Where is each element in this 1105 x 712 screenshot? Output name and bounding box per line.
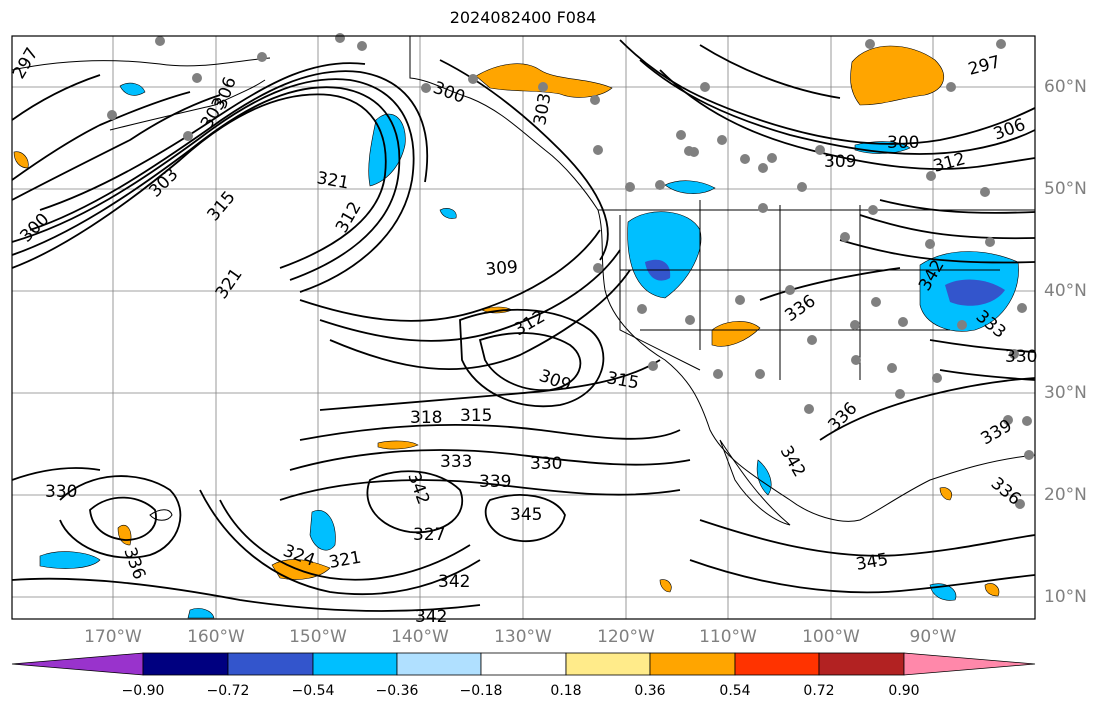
colorbar-tick: −0.72 (206, 683, 250, 699)
lat-label: 20°N (1044, 485, 1087, 505)
lon-label: 90°W (909, 627, 957, 647)
colorbar-segment (734, 652, 820, 676)
contour-label: 330 (530, 454, 562, 474)
lon-label: 120°W (597, 627, 655, 647)
colorbar-segment (312, 652, 398, 676)
colorbar-segment (396, 652, 482, 676)
map-frame (11, 35, 1036, 620)
colorbar-tick: 0.90 (888, 683, 920, 699)
contour-label: 300 (887, 133, 919, 153)
colorbar-tick: 0.54 (719, 683, 751, 699)
lon-label: 150°W (289, 627, 347, 647)
colorbar-tick: −0.90 (121, 683, 165, 699)
colorbar-segment (649, 652, 736, 676)
lat-label: 50°N (1044, 179, 1087, 199)
colorbar-tick: −0.18 (459, 683, 503, 699)
contour-label: 342 (438, 572, 470, 592)
contour-lines (11, 39, 1036, 612)
colorbar (11, 652, 1036, 676)
colorbar-tick: 0.36 (634, 683, 666, 699)
colorbar-segment (480, 652, 567, 676)
colorbar-tick: 0.72 (803, 683, 835, 699)
lat-label: 60°N (1044, 77, 1087, 97)
colorbar-segment (142, 652, 229, 676)
colorbar-segment (818, 652, 905, 676)
map-title: 2024082400 F084 (449, 8, 597, 27)
lon-label: 110°W (699, 627, 757, 647)
colorbar-segment (565, 652, 651, 676)
lon-label: 160°W (187, 627, 245, 647)
contour-label: 327 (413, 525, 445, 545)
lat-label: 30°N (1044, 383, 1087, 403)
contour-label: 330 (1005, 347, 1037, 367)
lon-label: 100°W (802, 627, 860, 647)
lon-label: 170°W (84, 627, 142, 647)
contour-label: 339 (479, 472, 511, 492)
contour-label: 333 (440, 452, 472, 472)
lat-label: 10°N (1044, 587, 1087, 607)
colorbar-tick: 0.18 (550, 683, 582, 699)
contour-label: 342 (415, 607, 447, 627)
colorbar-tick: −0.36 (375, 683, 419, 699)
contour-label: 309 (485, 257, 519, 280)
lon-label: 130°W (494, 627, 552, 647)
colorbar-tick: −0.54 (291, 683, 335, 699)
contour-label: 318 (410, 408, 442, 428)
colorbar-segment (227, 652, 314, 676)
contour-label: 309 (824, 152, 856, 172)
contour-label: 345 (510, 505, 542, 525)
coastlines (11, 36, 1036, 526)
map-area (12, 36, 1035, 619)
lat-label: 40°N (1044, 281, 1087, 301)
colorbar-segment (903, 652, 1036, 676)
lon-label: 140°W (391, 627, 449, 647)
contour-label: 315 (460, 406, 492, 426)
colorbar-segment (11, 652, 144, 676)
contour-label: 330 (45, 482, 77, 502)
